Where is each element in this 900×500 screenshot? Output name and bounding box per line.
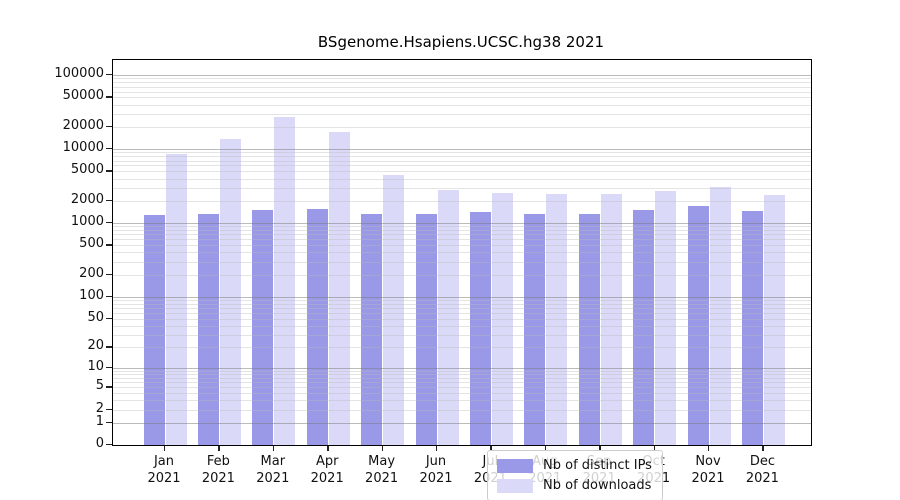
plot-area: Nb of distinct IPs Nb of downloads: [112, 59, 812, 500]
bar-nb-of-downloads-nov-2021: [709, 187, 731, 445]
y-tick-mark: [106, 148, 112, 150]
y-tick-mark: [106, 222, 112, 224]
bar-nb-of-distinct-ips-may-2021: [361, 214, 383, 445]
y-tick-mark: [106, 346, 112, 348]
y-tick-mark: [106, 421, 112, 424]
y-tick-mark: [106, 74, 112, 76]
x-tick-label: Jan 2021: [147, 454, 181, 486]
legend-label-nb-of-downloads: Nb of downloads: [543, 478, 652, 493]
bar-nb-of-distinct-ips-feb-2021: [197, 214, 219, 445]
x-tick-mark: [381, 446, 383, 451]
bar-nb-of-distinct-ips-apr-2021: [306, 209, 328, 445]
legend-row-nb-of-distinct-ips: Nb of distinct IPs: [497, 458, 652, 473]
bar-nb-of-downloads-apr-2021: [328, 132, 350, 445]
y-tick-label: 50: [87, 309, 104, 325]
x-tick-mark: [218, 446, 220, 451]
bar-nb-of-distinct-ips-jun-2021: [415, 213, 437, 445]
x-tick-mark: [762, 446, 764, 451]
bar-nb-of-downloads-jan-2021: [165, 154, 187, 445]
y-tick-label: 100000: [54, 66, 104, 82]
x-tick-mark: [164, 446, 166, 451]
x-tick-mark: [327, 446, 329, 451]
bar-nb-of-downloads-feb-2021: [219, 139, 241, 445]
bar-nb-of-distinct-ips-aug-2021: [524, 213, 546, 445]
y-tick-mark: [106, 317, 112, 320]
y-tick-label: 1: [95, 413, 104, 429]
y-tick-mark: [106, 96, 112, 98]
y-tick-label: 500: [79, 236, 104, 252]
bar-nb-of-downloads-jun-2021: [437, 190, 459, 445]
bar-nb-of-downloads-dec-2021: [763, 194, 785, 445]
y-tick-mark: [106, 273, 112, 275]
y-tick-mark: [106, 295, 112, 298]
bar-nb-of-distinct-ips-dec-2021: [741, 210, 763, 445]
x-tick-label: Nov 2021: [691, 454, 725, 486]
y-tick-label: 100: [79, 287, 104, 303]
y-tick-label: 20: [87, 338, 104, 354]
y-tick-mark: [106, 444, 112, 446]
bars-layer: [113, 60, 811, 445]
y-tick-mark: [106, 386, 112, 388]
bar-nb-of-downloads-may-2021: [383, 174, 405, 445]
bar-nb-of-downloads-aug-2021: [546, 193, 568, 445]
bar-nb-of-distinct-ips-sep-2021: [578, 213, 600, 445]
x-tick-label: Jun 2021: [419, 454, 453, 486]
y-tick-label: 5000: [70, 162, 104, 178]
y-tick-mark: [106, 199, 112, 202]
y-tick-label: 10000: [62, 140, 104, 156]
x-tick-mark: [436, 446, 438, 451]
y-tick-label: 2000: [70, 191, 104, 207]
legend-swatch-nb-of-distinct-ips: [497, 458, 533, 473]
y-tick-label: 50000: [62, 88, 104, 104]
x-tick-label: May 2021: [365, 454, 399, 486]
bar-nb-of-downloads-sep-2021: [600, 193, 622, 445]
x-tick-mark: [599, 446, 601, 451]
y-tick-mark: [106, 366, 112, 369]
x-tick-mark: [544, 446, 547, 451]
legend: Nb of distinct IPs Nb of downloads: [487, 450, 663, 500]
y-tick-mark: [106, 408, 112, 411]
x-tick-label: Apr 2021: [310, 454, 344, 486]
bar-nb-of-distinct-ips-jul-2021: [469, 212, 491, 445]
bar-nb-of-downloads-mar-2021: [274, 117, 296, 445]
bar-nb-of-downloads-oct-2021: [655, 190, 677, 445]
x-tick-label: Dec 2021: [745, 454, 779, 486]
y-tick-mark: [106, 125, 112, 128]
x-tick-label: Mar 2021: [256, 454, 290, 486]
legend-swatch-nb-of-downloads: [497, 478, 533, 493]
y-tick-label: 2: [95, 400, 104, 416]
bar-nb-of-distinct-ips-mar-2021: [252, 210, 274, 445]
x-tick-mark: [490, 446, 492, 451]
y-tick-label: 200: [79, 265, 104, 281]
bar-nb-of-distinct-ips-jan-2021: [143, 214, 165, 445]
y-tick-label: 10: [87, 358, 104, 374]
x-tick-mark: [708, 446, 710, 451]
legend-row-nb-of-downloads: Nb of downloads: [497, 478, 652, 493]
y-tick-label: 20000: [62, 117, 104, 133]
y-tick-label: 1000: [70, 214, 104, 230]
x-tick-label: Feb 2021: [201, 454, 235, 486]
y-tick-label: 0: [95, 436, 104, 451]
chart-title: BSgenome.Hsapiens.UCSC.hg38 2021: [317, 33, 605, 51]
bar-nb-of-distinct-ips-oct-2021: [633, 209, 655, 445]
y-tick-mark: [106, 244, 112, 246]
x-tick-mark: [653, 446, 655, 451]
y-tick-label: 5: [95, 378, 104, 394]
bar-nb-of-distinct-ips-nov-2021: [687, 206, 709, 445]
legend-label-nb-of-distinct-ips: Nb of distinct IPs: [543, 458, 652, 473]
x-tick-mark: [272, 446, 275, 451]
bar-nb-of-downloads-jul-2021: [491, 192, 513, 445]
y-tick-mark: [106, 170, 112, 172]
